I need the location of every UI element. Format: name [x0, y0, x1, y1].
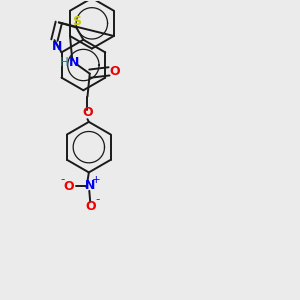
- Text: N: N: [68, 56, 79, 69]
- Text: -: -: [60, 173, 64, 186]
- Text: O: O: [85, 200, 95, 213]
- Text: O: O: [63, 180, 74, 193]
- Text: S: S: [72, 16, 81, 28]
- Text: +: +: [92, 175, 101, 185]
- Text: H: H: [60, 56, 68, 69]
- Text: O: O: [82, 106, 93, 119]
- Text: O: O: [110, 65, 120, 78]
- Text: N: N: [85, 179, 95, 192]
- Text: -: -: [95, 194, 100, 206]
- Text: N: N: [52, 40, 62, 53]
